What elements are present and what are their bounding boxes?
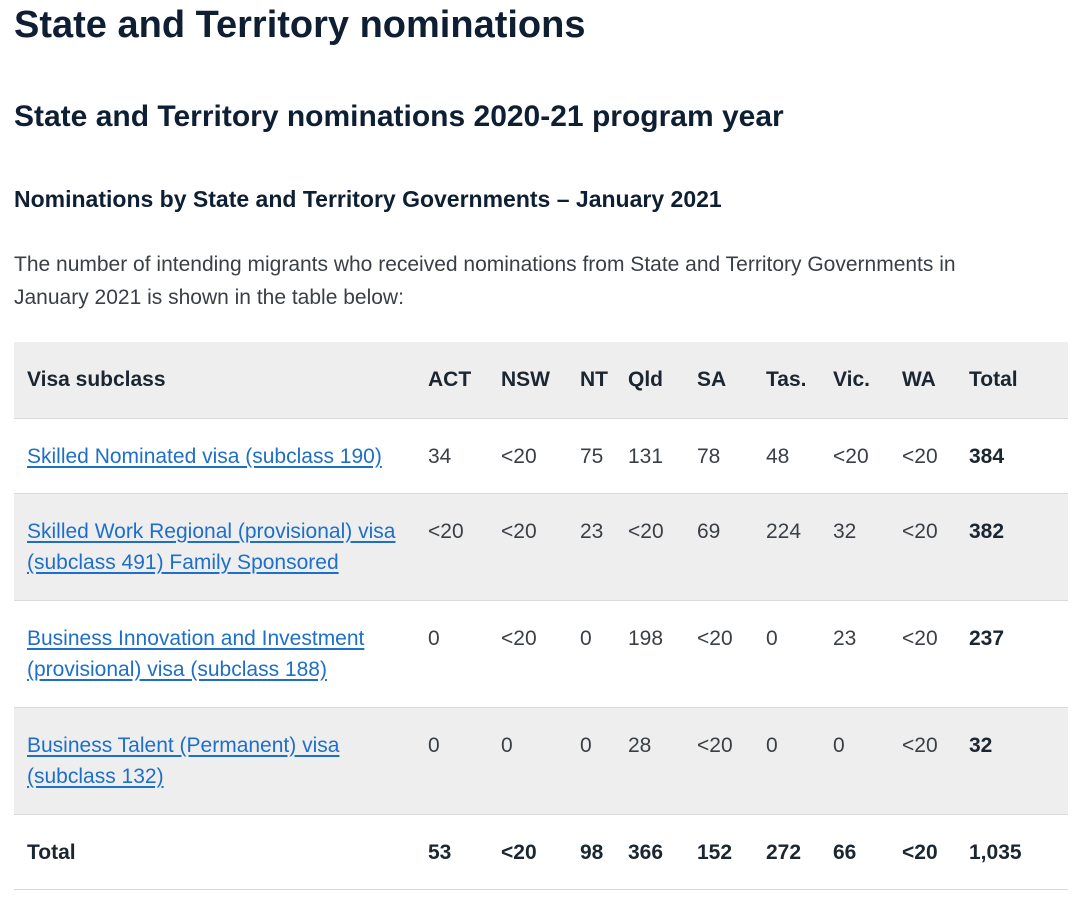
cell-vic: 0 [833,733,845,757]
cell-vic: 23 [833,626,857,650]
cell-sa: 69 [697,519,721,543]
table-row: Skilled Work Regional (provisional) visa… [14,493,1068,600]
column-header-total: Total [969,368,1018,392]
cell-tas: 0 [766,733,778,757]
total-label: Total [27,840,76,864]
cell-nsw: <20 [501,626,537,650]
cell-wa: <20 [902,444,938,468]
visa-cell: Skilled Nominated visa (subclass 190) [14,418,428,493]
cell-tas: 0 [766,626,778,650]
table-total-row: Total 53 <20 98 366 152 272 66 <20 1,035 [14,814,1068,889]
cell-row-total: 237 [969,626,1005,650]
total-nt: 98 [580,840,604,864]
total-tas: 272 [766,840,802,864]
column-header-qld: Qld [628,368,663,392]
cell-nsw: 0 [501,733,513,757]
visa-link-subclass-188[interactable]: Business Innovation and Investment (prov… [27,626,365,681]
table-row: Business Innovation and Investment (prov… [14,600,1068,707]
cell-nt: 23 [580,519,604,543]
nominations-table: Visa subclass ACT NSW NT Qld SA Tas. Vic… [14,342,1068,890]
column-header-nt: NT [580,368,608,392]
column-header-act: ACT [428,368,472,392]
visa-link-subclass-132[interactable]: Business Talent (Permanent) visa (subcla… [27,733,340,788]
total-act: 53 [428,840,452,864]
cell-vic: <20 [833,444,869,468]
page-subtitle: State and Territory nominations 2020-21 … [14,100,784,133]
cell-act: 0 [428,626,440,650]
total-sa: 152 [697,840,733,864]
cell-nt: 0 [580,733,592,757]
cell-vic: 32 [833,519,857,543]
total-grand: 1,035 [969,840,1022,864]
total-vic: 66 [833,840,857,864]
visa-link-subclass-491[interactable]: Skilled Work Regional (provisional) visa… [27,519,396,574]
cell-sa: <20 [697,733,733,757]
column-header-tas: Tas. [766,368,807,392]
table-row: Business Talent (Permanent) visa (subcla… [14,707,1068,814]
cell-act: <20 [428,519,464,543]
total-qld: 366 [628,840,664,864]
total-nsw: <20 [501,840,537,864]
cell-nt: 75 [580,444,604,468]
cell-wa: <20 [902,626,938,650]
cell-row-total: 32 [969,733,993,757]
cell-wa: <20 [902,733,938,757]
visa-cell: Skilled Work Regional (provisional) visa… [14,493,428,600]
visa-cell: Business Talent (Permanent) visa (subcla… [14,707,428,814]
cell-row-total: 382 [969,519,1005,543]
column-header-sa: SA [697,368,727,392]
cell-qld: <20 [628,519,664,543]
total-wa: <20 [902,840,938,864]
cell-sa: <20 [697,626,733,650]
cell-row-total: 384 [969,444,1005,468]
visa-cell: Business Innovation and Investment (prov… [14,600,428,707]
cell-qld: 131 [628,444,664,468]
table-header-row: Visa subclass ACT NSW NT Qld SA Tas. Vic… [14,342,1068,418]
column-header-wa: WA [902,368,936,392]
cell-wa: <20 [902,519,938,543]
visa-link-subclass-190[interactable]: Skilled Nominated visa (subclass 190) [27,444,382,468]
cell-nt: 0 [580,626,592,650]
intro-paragraph: The number of intending migrants who rec… [14,253,956,309]
section-heading: Nominations by State and Territory Gover… [14,186,722,212]
cell-act: 0 [428,733,440,757]
column-header-vic: Vic. [833,368,870,392]
cell-tas: 224 [766,519,802,543]
cell-nsw: <20 [501,444,537,468]
column-header-visa-subclass: Visa subclass [27,368,166,392]
cell-nsw: <20 [501,519,537,543]
cell-tas: 48 [766,444,790,468]
table-row: Skilled Nominated visa (subclass 190) 34… [14,418,1068,493]
cell-act: 34 [428,444,452,468]
cell-sa: 78 [697,444,721,468]
column-header-nsw: NSW [501,368,550,392]
page-title: State and Territory nominations [14,4,586,46]
cell-qld: 198 [628,626,664,650]
cell-qld: 28 [628,733,652,757]
